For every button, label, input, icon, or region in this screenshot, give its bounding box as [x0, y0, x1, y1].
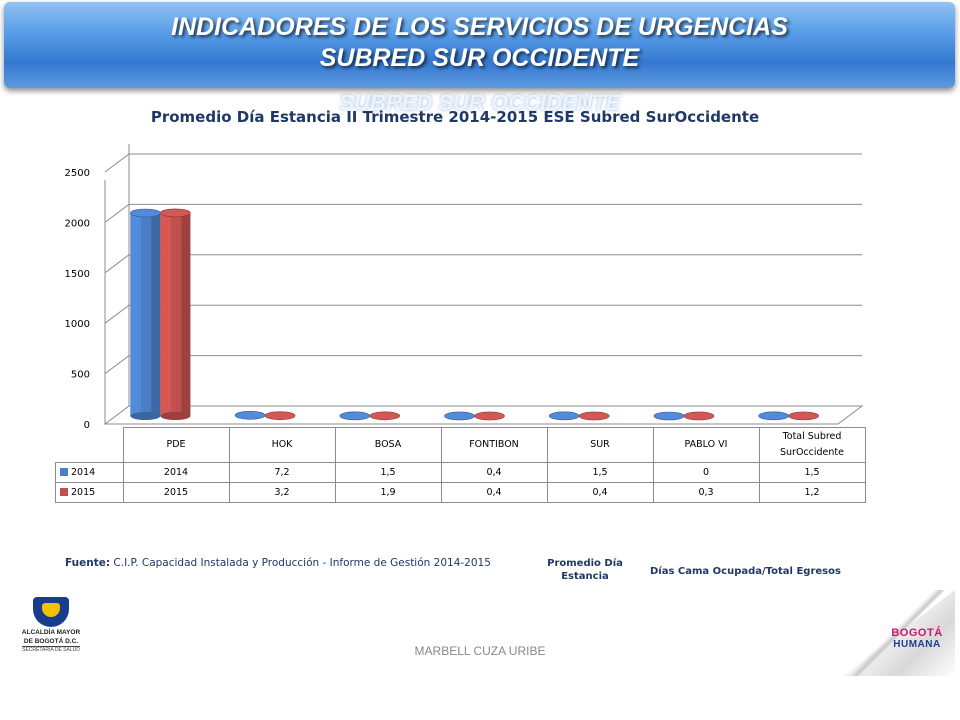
data-cell: 1,5: [334, 462, 442, 483]
bar-2014-pablo-vi: [653, 411, 685, 421]
source-text: C.I.P. Capacidad Instalada y Producción …: [113, 557, 431, 569]
source-label: Fuente:: [65, 557, 111, 569]
data-cell: 0: [652, 462, 760, 483]
plot-back-wall: [129, 144, 862, 406]
data-cell: 3,2: [228, 482, 336, 503]
table-row: 2015 2015 3,2 1,9 0,4 0,4 0,3 1,2: [55, 482, 866, 503]
category-label: Total Subred SurOccidente: [758, 427, 866, 463]
bogota-logo-line-2: HUMANA: [893, 639, 941, 650]
data-cell: 1,5: [546, 462, 654, 483]
data-cell: 0,4: [440, 462, 548, 483]
alcaldia-logo: ALCALDÍA MAYOR DE BOGOTÁ D.C. SECRETARÍA…: [12, 597, 90, 655]
bar-2014-sur: [548, 411, 580, 421]
data-cell: 2015: [122, 482, 230, 503]
data-cell: 0,4: [440, 482, 548, 503]
data-cell: 1,2: [758, 482, 866, 503]
table-row: 2014 2014 7,2 1,5 0,4 1,5 0 1,5: [55, 462, 866, 483]
category-label: PABLO VI: [652, 427, 760, 463]
y-tick-label: 500: [71, 370, 90, 381]
logo-left-line-3: SECRETARÍA DE SALUD: [22, 646, 80, 653]
bogota-logo-line-1: BOGOTÁ: [891, 627, 943, 639]
data-cell: 0,4: [546, 482, 654, 503]
page-curl-edge: [843, 590, 955, 676]
gridline-slant: [104, 355, 130, 375]
series-name: 2015: [71, 487, 96, 498]
gridline-slant: [104, 304, 130, 324]
logo-left-line-2: DE BOGOTÁ D.C.: [23, 638, 79, 645]
bar-2014-pde: [130, 208, 161, 420]
author-footer: MARBELL CUZA URIBE: [414, 644, 546, 658]
y-tick-label: 2500: [65, 168, 90, 179]
title-line-1: INDICADORES DE LOS SERVICIOS DE URGENCIA…: [171, 13, 788, 41]
source-years: 2014-2015: [433, 557, 491, 569]
bar-2015-fontibon: [474, 411, 505, 421]
gridline-slant: [104, 203, 130, 223]
legend-swatch: [60, 488, 68, 496]
bar-2015-pde: [160, 208, 191, 420]
bar-2014-hok: [234, 410, 266, 420]
legend-swatch: [60, 468, 68, 476]
y-tick-label: 1000: [65, 319, 90, 330]
legend-entry: 2015: [55, 482, 124, 503]
measure-name: Promedio Día Estancia: [547, 558, 623, 582]
bar-2014-total-subred-suroccidente: [758, 411, 789, 421]
legend-entry: 2014: [55, 462, 124, 483]
y-tick-label: 1500: [65, 269, 90, 280]
data-cell: 2014: [122, 462, 230, 483]
category-label: BOSA: [334, 427, 442, 463]
series-name: 2014: [71, 467, 96, 478]
data-cell: 1,5: [758, 462, 866, 483]
bar-2015-pablo-vi: [683, 411, 715, 421]
y-tick-label: 0: [84, 420, 90, 431]
bar-2015-hok: [264, 411, 296, 420]
logo-left-line-1: ALCALDÍA MAYOR: [21, 629, 81, 636]
category-label: PDE: [122, 427, 230, 463]
data-cell: 7,2: [228, 462, 336, 483]
bar-2015-bosa: [369, 411, 401, 421]
bar-2015-total-subred-suroccidente: [788, 411, 819, 421]
bar-2014-fontibon: [444, 411, 475, 421]
category-label: FONTIBON: [440, 427, 548, 463]
formula-note: Días Cama Ocupada/Total Egresos: [650, 566, 841, 577]
coat-of-arms-icon: [33, 597, 69, 627]
category-label: HOK: [228, 427, 336, 463]
bar-2014-bosa: [339, 411, 371, 421]
table-corner: [55, 427, 124, 463]
data-cell: 1,9: [334, 482, 442, 503]
ghost-reflection-text: SUBRED SUR OCCIDENTE: [339, 93, 621, 113]
category-label: SUR: [546, 427, 654, 463]
bogota-humana-logo: BOGOTÁ HUMANA: [882, 627, 952, 651]
chart-title: Promedio Día Estancia II Trimestre 2014-…: [150, 108, 760, 126]
source-note: Fuente: C.I.P. Capacidad Instalada y Pro…: [65, 557, 491, 569]
data-cell: 0,3: [652, 482, 760, 503]
bar-2015-sur: [578, 411, 610, 421]
gridline-slant: [104, 254, 130, 274]
gridline-slant: [104, 153, 130, 173]
y-tick-label: 2000: [65, 218, 90, 229]
title-banner: INDICADORES DE LOS SERVICIOS DE URGENCIA…: [4, 2, 955, 88]
title-line-2: SUBRED SUR OCCIDENTE: [319, 44, 640, 72]
chart-data-table: PDE HOK BOSA FONTIBON SUR PABLO VI Total Subre…: [55, 427, 866, 503]
